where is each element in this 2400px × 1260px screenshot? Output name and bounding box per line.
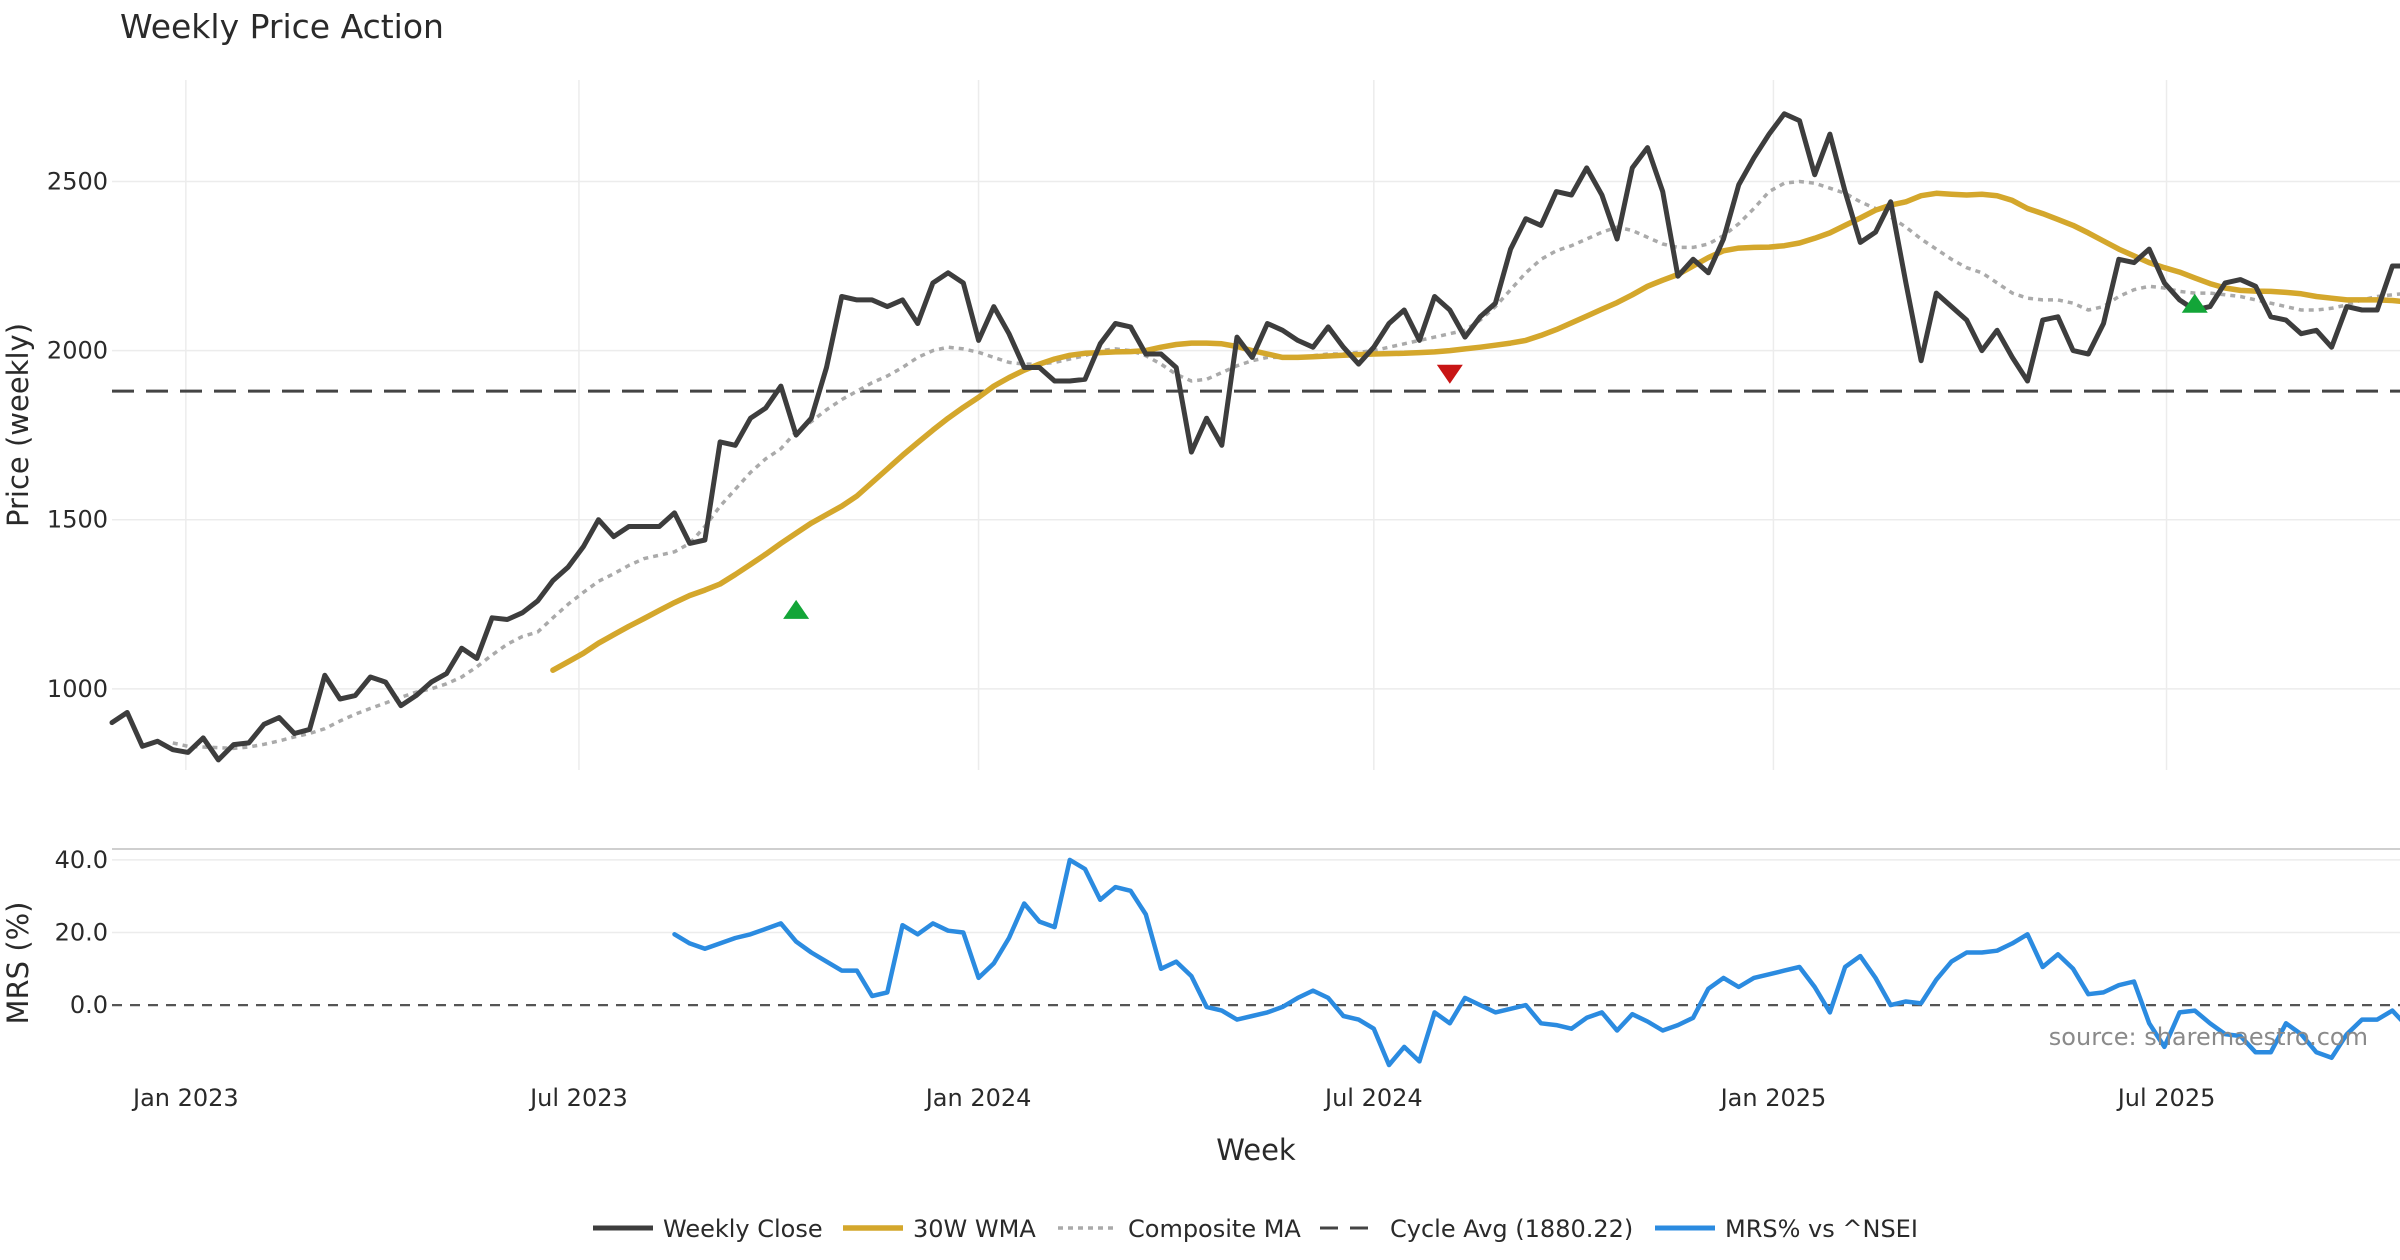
legend-entry: Cycle Avg (1880.22) bbox=[1320, 1215, 1633, 1243]
mrs-y-axis-title: MRS (%) bbox=[1, 902, 35, 1025]
legend-label: MRS% vs ^NSEI bbox=[1725, 1215, 1918, 1243]
price-grid bbox=[112, 80, 2400, 770]
x-tick-label: Jan 2023 bbox=[131, 1084, 239, 1112]
chart-title: Weekly Price Action bbox=[120, 7, 444, 46]
price-y-axis-title: Price (weekly) bbox=[1, 323, 35, 527]
legend-entry: 30W WMA bbox=[843, 1215, 1036, 1243]
price-y-tick-labels: 1000 1500 2000 2500 bbox=[47, 167, 108, 702]
price-series-group bbox=[109, 111, 2400, 763]
price-y-tick-label: 1500 bbox=[47, 506, 108, 534]
legend-label: 30W WMA bbox=[913, 1215, 1036, 1243]
signal-markers bbox=[783, 293, 2208, 619]
mrs-y-tick-label: 0.0 bbox=[70, 991, 108, 1019]
mrs-y-tick-label: 20.0 bbox=[55, 919, 108, 947]
legend-entry: Weekly Close bbox=[593, 1215, 823, 1243]
legend-label: Weekly Close bbox=[663, 1215, 823, 1243]
price-y-tick-label: 2500 bbox=[47, 167, 108, 195]
mrs-y-tick-label: 40.0 bbox=[55, 846, 108, 874]
x-tick-label: Jul 2023 bbox=[528, 1084, 628, 1112]
series-weekly-close bbox=[109, 111, 2400, 763]
x-tick-label: Jul 2025 bbox=[2116, 1084, 2216, 1112]
price-y-tick-label: 2000 bbox=[47, 337, 108, 365]
legend-label: Cycle Avg (1880.22) bbox=[1390, 1215, 1633, 1243]
mrs-y-tick-labels: 0.0 20.0 40.0 bbox=[55, 846, 108, 1019]
legend: Weekly Close 30W WMA Composite MA Cycle Avg… bbox=[593, 1215, 1918, 1243]
price-y-tick-label: 1000 bbox=[47, 675, 108, 703]
x-tick-label: Jul 2024 bbox=[1323, 1084, 1423, 1112]
series-composite-ma bbox=[172, 179, 2400, 751]
series-mrs-vs-nsei bbox=[672, 857, 2400, 1068]
x-tick-label: Jan 2024 bbox=[924, 1084, 1032, 1112]
x-tick-labels: Jan 2023 Jul 2023 Jan 2024 Jul 2024 Jan 2025… bbox=[131, 1084, 2215, 1112]
legend-label: Composite MA bbox=[1128, 1215, 1301, 1243]
x-axis-title: Week bbox=[1216, 1133, 1296, 1167]
mrs-grid bbox=[112, 859, 2400, 934]
source-annotation: source: sharemaestro.com bbox=[2049, 1023, 2368, 1051]
buy-signal-marker bbox=[783, 599, 810, 619]
legend-entry: Composite MA bbox=[1058, 1215, 1301, 1243]
sell-signal-marker bbox=[1436, 364, 1463, 384]
legend-entry: MRS% vs ^NSEI bbox=[1655, 1215, 1918, 1243]
buy-signal-marker bbox=[2181, 293, 2208, 313]
series-30w-wma bbox=[550, 190, 2400, 673]
x-tick-label: Jan 2025 bbox=[1719, 1084, 1827, 1112]
mrs-series-group bbox=[672, 857, 2400, 1068]
